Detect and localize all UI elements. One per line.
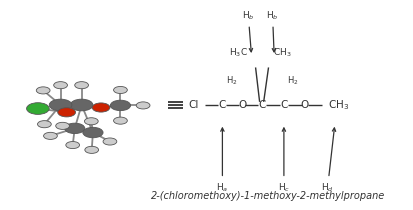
Circle shape bbox=[85, 146, 98, 153]
Text: O: O bbox=[237, 100, 246, 110]
Circle shape bbox=[26, 103, 49, 114]
Circle shape bbox=[84, 118, 98, 125]
Text: H$_2$: H$_2$ bbox=[225, 75, 237, 87]
Circle shape bbox=[36, 87, 50, 94]
Text: H$_3$C: H$_3$C bbox=[229, 47, 248, 59]
Circle shape bbox=[113, 87, 127, 93]
Text: CH$_3$: CH$_3$ bbox=[327, 98, 348, 112]
Text: H$_c$: H$_c$ bbox=[277, 128, 290, 194]
Text: 2-(chloromethoxy)-1-methoxy-2-methylpropane: 2-(chloromethoxy)-1-methoxy-2-methylprop… bbox=[150, 191, 384, 201]
Text: H$_d$: H$_d$ bbox=[320, 128, 335, 194]
Circle shape bbox=[38, 121, 51, 128]
Circle shape bbox=[57, 108, 75, 117]
Circle shape bbox=[103, 138, 116, 145]
Circle shape bbox=[110, 100, 130, 111]
Circle shape bbox=[83, 127, 103, 138]
Circle shape bbox=[92, 103, 110, 112]
Circle shape bbox=[64, 123, 85, 134]
Text: H$_b$: H$_b$ bbox=[242, 9, 254, 52]
Text: O: O bbox=[300, 100, 309, 110]
Text: CH$_3$: CH$_3$ bbox=[272, 47, 290, 59]
Text: C: C bbox=[280, 100, 287, 110]
Text: H$_2$: H$_2$ bbox=[287, 75, 298, 87]
Text: C: C bbox=[218, 100, 225, 110]
Text: C: C bbox=[257, 100, 265, 110]
Circle shape bbox=[70, 99, 93, 111]
Circle shape bbox=[43, 132, 57, 139]
Circle shape bbox=[75, 82, 88, 89]
Text: Cl: Cl bbox=[188, 100, 199, 110]
Circle shape bbox=[56, 122, 69, 129]
Circle shape bbox=[66, 142, 79, 149]
Circle shape bbox=[113, 117, 127, 124]
Circle shape bbox=[136, 102, 150, 109]
Text: H$_b$: H$_b$ bbox=[266, 9, 278, 52]
Circle shape bbox=[54, 82, 67, 89]
Text: H$_a$: H$_a$ bbox=[216, 128, 228, 194]
Circle shape bbox=[49, 99, 72, 111]
